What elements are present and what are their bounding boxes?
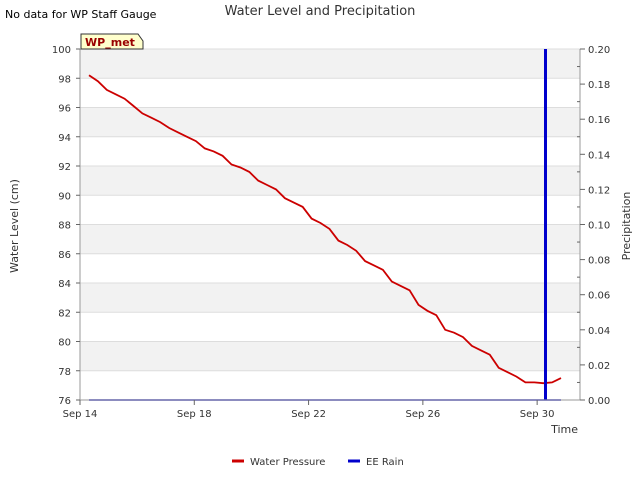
left-tick-labels: 76 78 80 82 84 86 88 90 92 94 96 98 100 [52, 45, 80, 407]
plot-band [80, 283, 580, 313]
left-tick-label: 100 [52, 45, 71, 56]
right-tick-label: 0.04 [588, 326, 610, 337]
left-tick-label: 84 [58, 279, 71, 290]
left-tick-label: 98 [58, 74, 71, 85]
x-tick-label: Sep 30 [520, 409, 555, 420]
right-tick-label: 0.20 [588, 45, 610, 56]
station-badge: WP_met [80, 33, 144, 50]
gridlines [80, 48, 580, 401]
left-tick-label: 80 [58, 338, 71, 349]
left-tick-label: 78 [58, 367, 71, 378]
y-axis-label-left: Water Level (cm) [8, 179, 21, 273]
left-tick-label: 90 [58, 191, 71, 202]
plot-band [80, 107, 580, 137]
chart-title: Water Level and Precipitation [225, 4, 416, 19]
x-tick-label: Sep 22 [291, 409, 326, 420]
right-tick-label: 0.12 [588, 185, 610, 196]
station-badge-label: WP_met [85, 36, 135, 49]
plot-band [80, 49, 580, 79]
x-tick-label: Sep 14 [63, 409, 98, 420]
left-tick-label: 88 [58, 221, 71, 232]
right-tick-label: 0.14 [588, 150, 610, 161]
left-tick-label: 82 [58, 308, 71, 319]
right-tick-label: 0.06 [588, 291, 610, 302]
plot-bands [80, 49, 580, 371]
right-tick-labels: 0.00 0.02 0.04 0.06 0.08 0.10 0.12 0.14 0.16 0.18… [577, 45, 610, 407]
x-axis-label: Time [550, 423, 578, 436]
legend-label: EE Rain [366, 457, 404, 468]
left-tick-label: 94 [58, 133, 71, 144]
right-tick-label: 0.18 [588, 80, 610, 91]
left-tick-label: 96 [58, 104, 71, 115]
right-tick-label: 0.10 [588, 221, 610, 232]
plot-band [80, 341, 580, 371]
series-line-water-pressure [88, 74, 562, 385]
x-tick-labels: Sep 14 Sep 18 Sep 22 Sep 26 Sep 30 [63, 400, 555, 420]
legend-label: Water Pressure [250, 457, 325, 468]
right-tick-label: 0.16 [588, 115, 610, 126]
no-data-note: No data for WP Staff Gauge [5, 8, 157, 21]
plot-band [80, 166, 580, 196]
left-tick-label: 86 [58, 250, 71, 261]
right-tick-label: 0.08 [588, 256, 610, 267]
x-tick-label: Sep 18 [177, 409, 212, 420]
x-tick-label: Sep 26 [405, 409, 440, 420]
left-tick-label: 76 [58, 396, 71, 407]
y-axis-label-right: Precipitation [620, 192, 633, 261]
right-tick-label: 0.00 [588, 396, 610, 407]
left-tick-label: 92 [58, 162, 71, 173]
legend: Water Pressure EE Rain [232, 457, 404, 468]
right-tick-label: 0.02 [588, 361, 610, 372]
